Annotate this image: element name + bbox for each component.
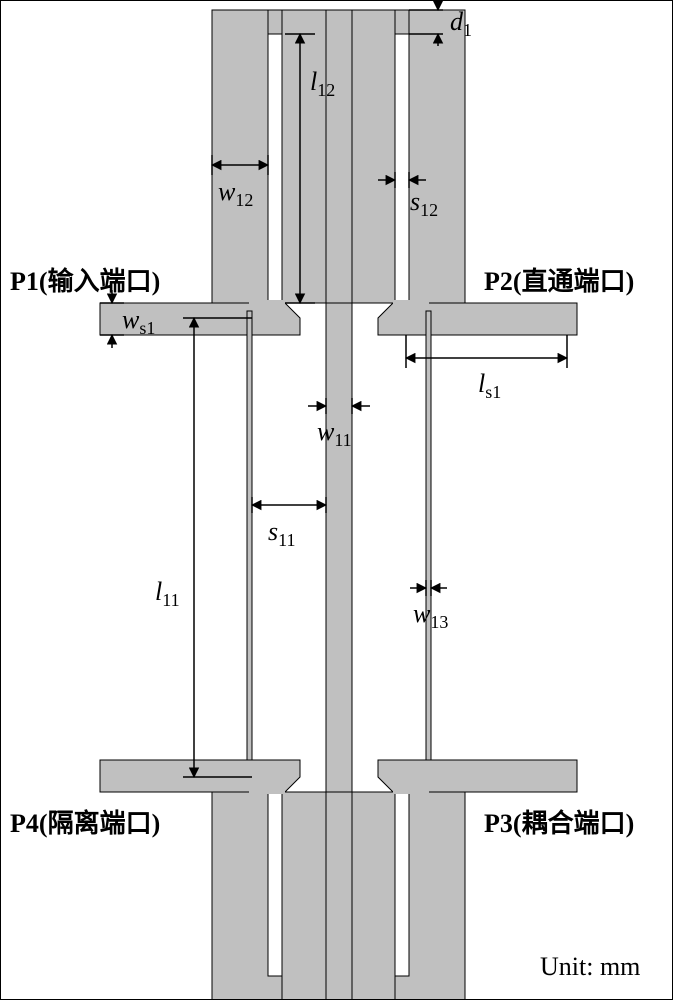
unit-label: Unit: mm bbox=[540, 952, 640, 981]
feed-p2 bbox=[378, 303, 577, 335]
dim-d1-label: d1 bbox=[450, 7, 472, 40]
feed-p3 bbox=[378, 760, 577, 792]
dim-s11 bbox=[252, 497, 326, 513]
port-p4-label: P4(隔离端口) bbox=[10, 808, 160, 838]
feed-p4 bbox=[100, 760, 300, 792]
dim-l11 bbox=[183, 318, 252, 777]
port-p2-label: P2(直通端口) bbox=[484, 267, 634, 296]
top-resonator bbox=[212, 10, 465, 303]
dim-ls1-label: ls1 bbox=[478, 369, 501, 402]
port-p3-label: P3(耦合端口) bbox=[484, 808, 634, 838]
bottom-resonator bbox=[212, 792, 465, 1000]
port-p1-label: P1(输入端口) bbox=[10, 266, 160, 296]
middle-section bbox=[247, 303, 431, 792]
coupler-diagram: P1(输入端口) P2(直通端口) P3(耦合端口) P4(隔离端口) d1 l… bbox=[0, 0, 673, 1000]
dim-s11-label: s11 bbox=[268, 517, 295, 550]
dim-l11-label: l11 bbox=[155, 577, 180, 610]
